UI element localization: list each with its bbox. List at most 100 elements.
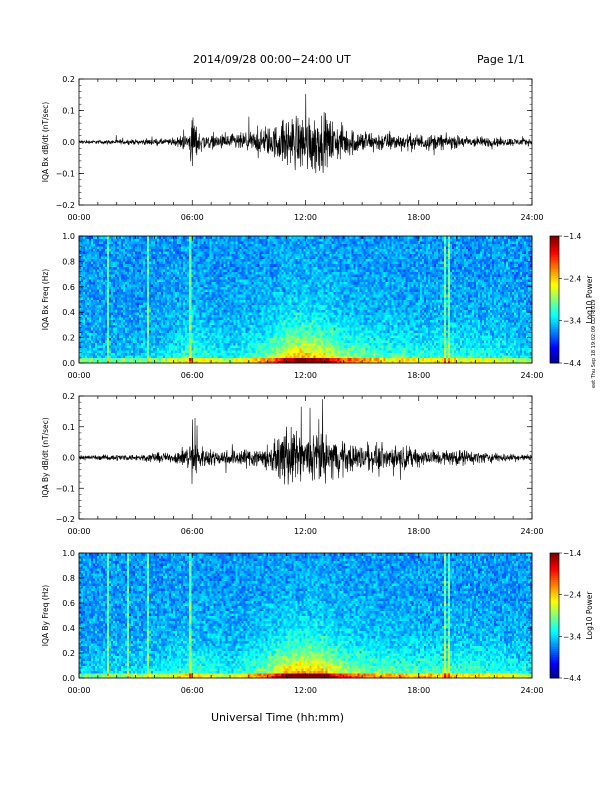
spectrogram-cell bbox=[103, 244, 105, 247]
spectrogram-cell bbox=[149, 292, 151, 295]
spectrogram-cell bbox=[189, 251, 191, 254]
spectrogram-cell bbox=[151, 249, 153, 252]
spectrogram-cell bbox=[149, 254, 151, 257]
spectrogram-cell bbox=[231, 279, 233, 282]
spectrogram-cell bbox=[175, 350, 177, 353]
spectrogram-cell bbox=[273, 307, 275, 310]
spectrogram-cell bbox=[173, 338, 175, 341]
spectrogram-cell bbox=[139, 310, 141, 313]
spectrogram-cell bbox=[149, 284, 151, 287]
spectrogram-cell bbox=[247, 353, 249, 356]
spectrogram-cell bbox=[251, 246, 253, 249]
spectrogram-cell bbox=[201, 261, 203, 264]
spectrogram-cell bbox=[247, 315, 249, 318]
spectrogram-cell bbox=[175, 236, 177, 239]
spectrogram-cell bbox=[265, 333, 267, 336]
spectrogram-cell bbox=[247, 307, 249, 310]
spectrogram-cell bbox=[155, 239, 157, 242]
spectrogram-cell bbox=[253, 266, 255, 269]
spectrogram-cell bbox=[165, 358, 167, 361]
spectrogram-cell bbox=[129, 353, 131, 356]
spectrogram-cell bbox=[153, 307, 155, 310]
spectrogram-cell bbox=[213, 266, 215, 269]
spectrogram-cell bbox=[105, 317, 107, 320]
spectrogram-cell bbox=[165, 312, 167, 315]
spectrogram-cell bbox=[181, 249, 183, 252]
spectrogram-cell bbox=[197, 315, 199, 318]
spectrogram-cell bbox=[93, 340, 95, 343]
spectrogram-cell bbox=[109, 241, 111, 244]
spectrogram-cell bbox=[169, 330, 171, 333]
spectrogram-cell bbox=[101, 284, 103, 287]
spectrogram-cell bbox=[141, 355, 143, 358]
spectrogram-cell bbox=[159, 338, 161, 341]
spectrogram-cell bbox=[165, 277, 167, 280]
spectrogram-cell bbox=[89, 297, 91, 300]
spectrogram-cell bbox=[263, 254, 265, 257]
spectrogram-cell bbox=[105, 279, 107, 282]
spectrogram-cell bbox=[167, 310, 169, 313]
spectrogram-cell bbox=[255, 312, 257, 315]
spectrogram-cell bbox=[189, 330, 191, 333]
spectrogram-cell bbox=[205, 353, 207, 356]
spectrogram-cell bbox=[273, 315, 275, 318]
spectrogram-cell bbox=[227, 345, 229, 348]
spectrogram-cell bbox=[93, 345, 95, 348]
spectrogram-cell bbox=[207, 249, 209, 252]
spectrogram-cell bbox=[199, 274, 201, 277]
spectrogram-cell bbox=[265, 266, 267, 269]
spectrogram-cell bbox=[223, 284, 225, 287]
spectrogram-cell bbox=[233, 297, 235, 300]
spectrogram-cell bbox=[121, 353, 123, 356]
spectrogram-cell bbox=[189, 269, 191, 272]
spectrogram-cell bbox=[97, 350, 99, 353]
spectrogram-cell bbox=[249, 241, 251, 244]
spectrogram-cell bbox=[267, 287, 269, 290]
spectrogram-cell bbox=[85, 236, 87, 239]
spectrogram-cell bbox=[87, 261, 89, 264]
spectrogram-cell bbox=[103, 261, 105, 264]
spectrogram-cell bbox=[207, 282, 209, 285]
spectrogram-cell bbox=[269, 251, 271, 254]
spectrogram-cell bbox=[205, 297, 207, 300]
spectrogram-cell bbox=[179, 302, 181, 305]
spectrogram-cell bbox=[191, 272, 193, 275]
spectrogram-cell bbox=[247, 305, 249, 308]
spectrogram-cell bbox=[211, 264, 213, 267]
spectrogram-cell bbox=[221, 325, 223, 328]
spectrogram-cell bbox=[195, 355, 197, 358]
spectrogram-cell bbox=[261, 239, 263, 242]
spectrogram-cell bbox=[143, 264, 145, 267]
spectrogram-cell bbox=[173, 348, 175, 351]
spectrogram-cell bbox=[185, 249, 187, 252]
spectrogram-cell bbox=[109, 254, 111, 257]
spectrogram-cell bbox=[221, 249, 223, 252]
spectrogram-cell bbox=[235, 340, 237, 343]
spectrogram-cell bbox=[257, 249, 259, 252]
spectrogram-cell bbox=[195, 353, 197, 356]
spectrogram-cell bbox=[241, 320, 243, 323]
spectrogram-cell bbox=[265, 246, 267, 249]
spectrogram-cell bbox=[147, 277, 149, 280]
spectrogram-cell bbox=[111, 279, 113, 282]
spectrogram-cell bbox=[129, 330, 131, 333]
spectrogram-cell bbox=[167, 264, 169, 267]
spectrogram-cell bbox=[203, 307, 205, 310]
spectrogram-cell bbox=[237, 266, 239, 269]
spectrogram-cell bbox=[223, 340, 225, 343]
spectrogram-cell bbox=[261, 350, 263, 353]
spectrogram-cell bbox=[165, 269, 167, 272]
spectrogram-cell bbox=[157, 340, 159, 343]
spectrogram-cell bbox=[115, 307, 117, 310]
spectrogram-cell bbox=[173, 244, 175, 247]
spectrogram-cell bbox=[223, 317, 225, 320]
spectrogram-cell bbox=[271, 312, 273, 315]
spectrogram-cell bbox=[255, 343, 257, 346]
spectrogram-cell bbox=[191, 348, 193, 351]
spectrogram-cell bbox=[137, 335, 139, 338]
spectrogram-cell bbox=[221, 330, 223, 333]
spectrogram-cell bbox=[143, 355, 145, 358]
spectrogram-cell bbox=[261, 358, 263, 361]
spectrogram-cell bbox=[183, 297, 185, 300]
spectrogram-cell bbox=[195, 272, 197, 275]
